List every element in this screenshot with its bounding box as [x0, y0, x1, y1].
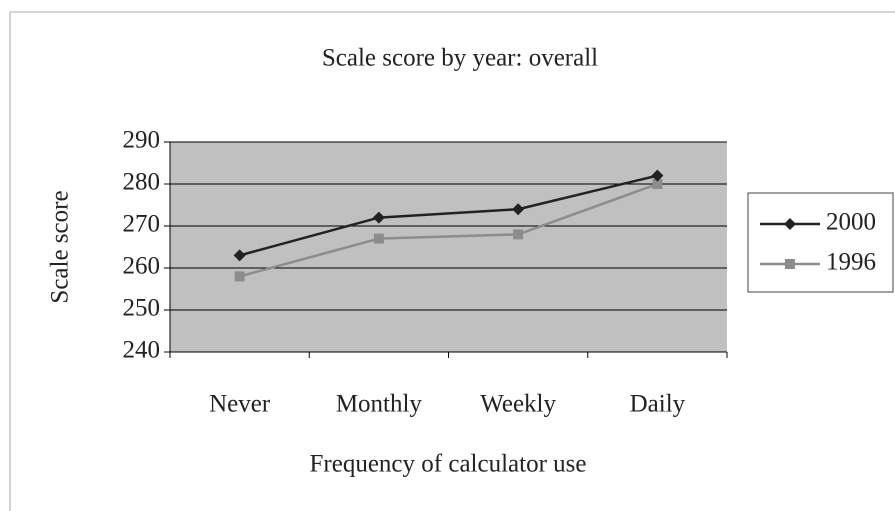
x-tick-label: Weekly	[480, 391, 556, 418]
marker	[784, 218, 796, 230]
marker	[651, 169, 664, 182]
marker	[233, 249, 246, 262]
x-tick-label: Never	[209, 391, 271, 418]
chart-title: Scale score by year: overall	[322, 45, 598, 72]
x-tick-label: Daily	[630, 391, 686, 418]
marker	[785, 259, 795, 269]
marker	[372, 211, 385, 224]
marker	[373, 233, 384, 244]
series-line	[239, 182, 658, 278]
y-tick-label: 250	[123, 295, 161, 322]
x-axis-title: Frequency of calculator use	[310, 451, 587, 478]
marker	[234, 271, 245, 282]
series-line	[239, 174, 658, 257]
marker	[652, 179, 663, 189]
y-axis-title: Scale score	[47, 190, 74, 303]
legend-label: 2000	[826, 209, 876, 236]
y-tick-label: 270	[123, 211, 161, 238]
y-tick-label: 260	[123, 253, 161, 280]
legend-label: 1996	[826, 249, 876, 276]
plot-area	[170, 142, 727, 352]
legend-box	[747, 192, 894, 293]
marker	[513, 229, 524, 240]
x-tick-label: Monthly	[336, 391, 423, 418]
y-tick-label: 280	[123, 169, 161, 196]
y-tick-label: 290	[123, 127, 161, 154]
marker	[512, 203, 525, 216]
y-tick-label: 240	[123, 337, 161, 364]
